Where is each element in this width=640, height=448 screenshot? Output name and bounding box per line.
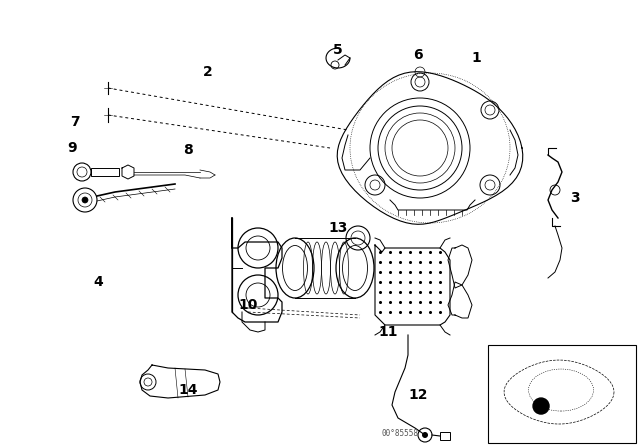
Text: 7: 7 (70, 115, 80, 129)
Circle shape (82, 197, 88, 203)
Bar (91, 168, 119, 176)
Text: 10: 10 (238, 298, 258, 312)
Bar (488, 345, 636, 443)
Text: 6: 6 (413, 48, 423, 62)
Bar (440, 432, 450, 440)
Text: 12: 12 (408, 388, 428, 402)
Text: 5: 5 (333, 43, 343, 57)
Text: 8: 8 (183, 143, 193, 157)
Text: 2: 2 (203, 65, 213, 79)
Text: 3: 3 (570, 191, 580, 205)
Text: 4: 4 (93, 275, 103, 289)
Text: 9: 9 (67, 141, 77, 155)
Text: 13: 13 (328, 221, 348, 235)
Text: 14: 14 (179, 383, 198, 397)
Text: 00°85558: 00°85558 (381, 429, 419, 438)
Circle shape (422, 432, 428, 438)
Text: 1: 1 (471, 51, 481, 65)
Circle shape (533, 398, 549, 414)
Text: 11: 11 (378, 325, 397, 339)
